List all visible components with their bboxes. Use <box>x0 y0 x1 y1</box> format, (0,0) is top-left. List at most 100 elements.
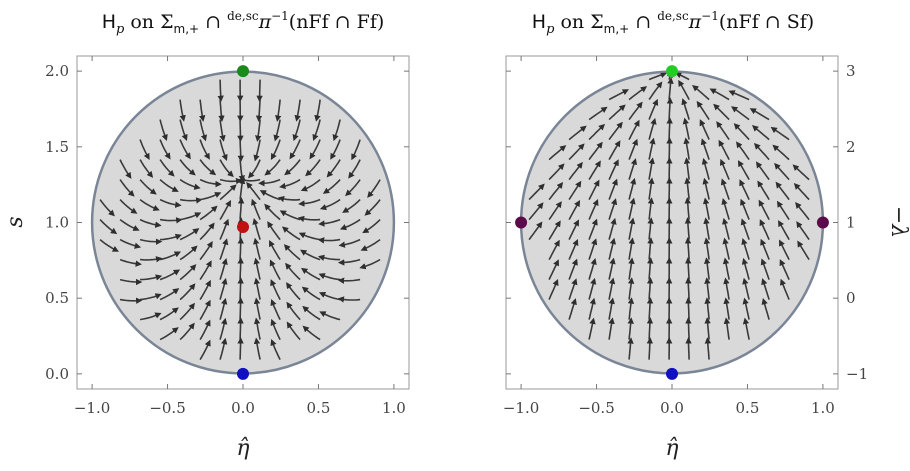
left-streamline-16 <box>139 238 163 245</box>
left-streamline-23 <box>159 159 175 177</box>
right-streamline-133 <box>731 106 750 121</box>
left-streamline-144 <box>302 325 321 341</box>
right-streamline-12 <box>568 143 585 161</box>
right-streamline-115 <box>704 277 711 300</box>
right-streamline-74 <box>646 337 654 360</box>
right-streamline-21 <box>588 106 608 121</box>
left-streamline-39 <box>179 212 202 221</box>
right-streamline-78 <box>666 117 673 140</box>
left-streamline-86 <box>237 277 244 300</box>
right-streamline-65 <box>648 157 655 180</box>
right-streamline-129 <box>723 277 730 300</box>
right-x-tick-label-3: 0.5 <box>736 399 760 417</box>
right-streamline-23 <box>588 141 603 161</box>
right-streamline-9 <box>548 259 559 280</box>
right-streamline-73 <box>646 317 654 340</box>
right-streamline-33 <box>608 89 629 101</box>
right-streamline-106 <box>696 100 710 121</box>
right-streamline-52 <box>628 197 636 220</box>
right-streamline-120 <box>713 103 730 121</box>
left-streamline-26 <box>159 217 183 224</box>
right-panel: Hp on Σm,+ ∩ de,scπ−1(nFf ∩ Sf) −1.0 −0.5… <box>503 9 910 461</box>
right-title-p: p <box>546 22 555 37</box>
left-y-tick-label-1: 0.5 <box>45 289 69 307</box>
left-streamline-84 <box>237 237 244 260</box>
left-streamline-30 <box>159 288 180 301</box>
right-streamline-148 <box>755 161 770 181</box>
left-streamline-98 <box>252 218 261 240</box>
right-title-on: on <box>554 11 590 33</box>
right-streamline-48 <box>628 119 640 140</box>
left-streamline-127 <box>283 244 301 261</box>
left-streamline-114 <box>269 259 281 280</box>
left-streamline-78 <box>237 139 244 163</box>
right-streamline-151 <box>759 219 770 240</box>
right-streamline-5 <box>548 181 564 201</box>
right-streamline-164 <box>780 278 790 300</box>
left-title-on: on <box>124 11 160 33</box>
right-streamline-157 <box>772 144 790 161</box>
left-streamline-122 <box>284 159 301 176</box>
left-streamline-28 <box>159 251 181 261</box>
left-y-tick-label-0: 0.0 <box>45 365 69 383</box>
left-streamline-38 <box>179 197 203 204</box>
left-streamline-65 <box>219 177 243 185</box>
right-streamline-118 <box>704 337 712 360</box>
right-streamline-128 <box>722 257 730 280</box>
left-streamline-129 <box>286 282 301 301</box>
right-streamline-159 <box>775 181 790 201</box>
right-streamline-68 <box>647 217 654 240</box>
right-streamline-138 <box>740 198 750 220</box>
right-streamline-19 <box>568 278 578 300</box>
left-streamline-12 <box>139 159 154 178</box>
right-streamline-168 <box>796 221 810 241</box>
right-streamline-141 <box>741 257 750 280</box>
left-streamline-27 <box>160 233 182 241</box>
left-streamline-59 <box>199 339 211 361</box>
left-x-tick-label-3: 0.5 <box>307 399 331 417</box>
left-streamline-155 <box>319 311 341 321</box>
left-title-pi: π <box>258 11 272 33</box>
left-y-tick-label-2: 1.0 <box>45 214 69 232</box>
right-streamline-35 <box>608 121 623 141</box>
right-point-0 <box>666 65 678 78</box>
left-streamline-104 <box>253 337 261 360</box>
left-streamline-161 <box>338 238 361 248</box>
left-streamline-121 <box>289 139 301 160</box>
left-y-axis-label: s <box>3 216 28 227</box>
right-streamline-135 <box>735 141 750 161</box>
left-streamline-132 <box>314 99 321 122</box>
right-streamline-97 <box>684 197 691 220</box>
left-streamline-145 <box>332 119 341 142</box>
right-y-tick-label-1: 0 <box>846 289 856 307</box>
left-streamline-117 <box>270 318 281 340</box>
right-streamline-165 <box>792 164 810 181</box>
left-streamline-168 <box>360 238 381 251</box>
right-title-sigma: Σ <box>590 11 603 33</box>
right-streamline-90 <box>674 72 690 81</box>
left-streamline-85 <box>237 257 244 280</box>
right-streamline-122 <box>718 139 730 160</box>
right-streamline-113 <box>703 237 711 260</box>
right-streamline-0 <box>528 183 545 201</box>
right-streamline-92 <box>681 98 690 120</box>
left-streamline-135 <box>305 159 321 177</box>
left-streamline-148 <box>322 179 341 194</box>
left-streamline-137 <box>298 198 321 207</box>
right-streamline-136 <box>737 160 750 180</box>
left-streamline-51 <box>199 192 222 201</box>
right-streamline-47 <box>628 101 643 121</box>
right-streamline-76 <box>667 77 674 100</box>
right-streamline-71 <box>646 277 654 300</box>
left-streamline-97 <box>251 198 261 220</box>
left-streamline-140 <box>300 249 321 261</box>
right-streamline-45 <box>608 317 615 340</box>
right-streamline-53 <box>628 217 636 240</box>
left-streamline-9 <box>119 278 143 286</box>
right-streamline-25 <box>588 179 600 200</box>
left-streamline-143 <box>302 305 321 321</box>
left-streamline-103 <box>253 317 261 340</box>
right-streamline-77 <box>666 97 674 120</box>
left-point-2 <box>237 367 249 380</box>
left-streamlines <box>99 79 381 361</box>
